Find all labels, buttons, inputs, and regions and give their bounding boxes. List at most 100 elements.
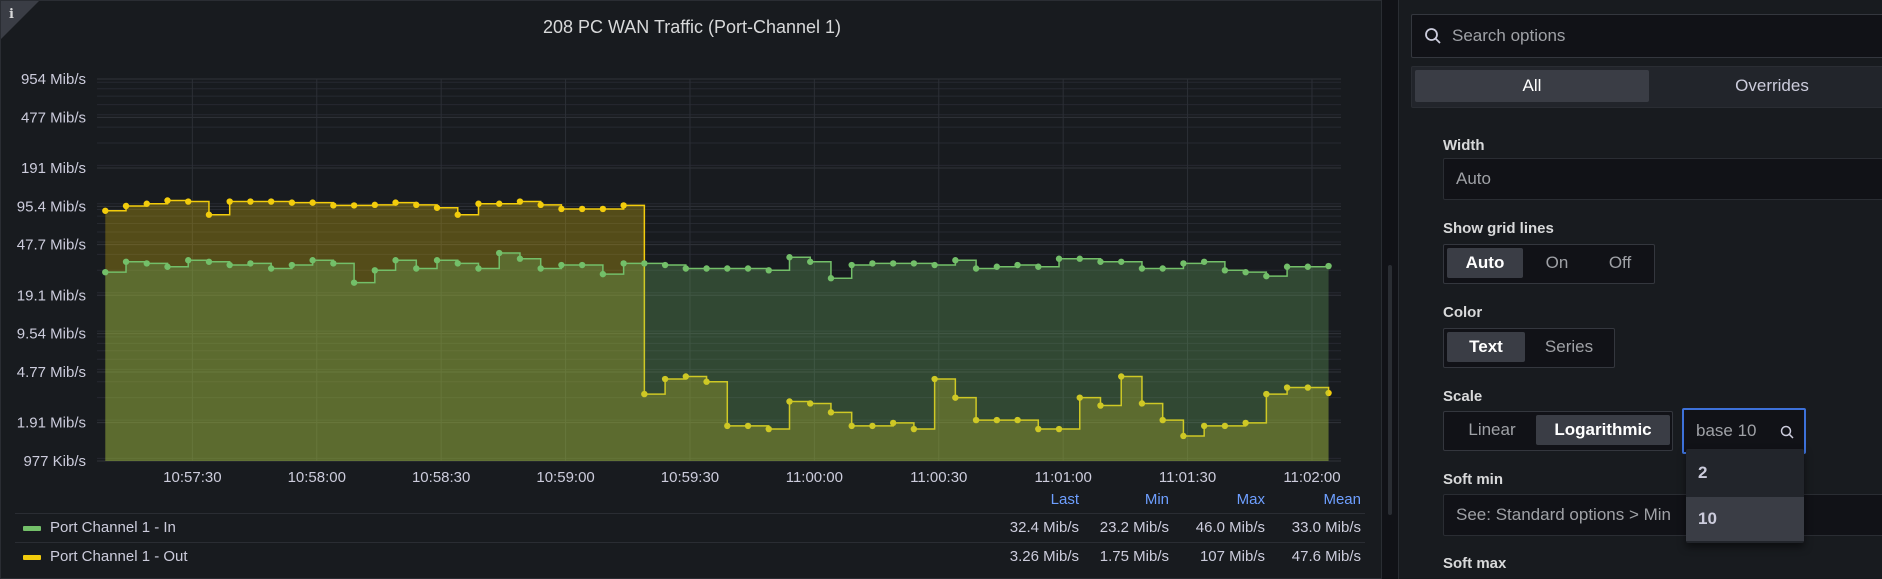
scale-option-logarithmic[interactable]: Logarithmic — [1536, 415, 1670, 445]
legend-series-name[interactable]: Port Channel 1 - In — [50, 519, 176, 536]
series-point — [122, 202, 130, 210]
timeseries-chart[interactable]: 954 Mib/s 477 Mib/s 191 Mib/s 95.4 Mib/s 47.… — [1, 1, 1383, 491]
panel-info-corner[interactable] — [1, 1, 39, 39]
legend-row-out[interactable]: Port Channel 1 - Out 3.26 Mib/s 1.75 Mib… — [15, 542, 1365, 571]
legend-header-max[interactable]: Max — [1236, 491, 1265, 508]
series-point — [1055, 425, 1063, 433]
x-tick-label: 11:02:00 — [1283, 469, 1340, 486]
series-point — [807, 258, 814, 265]
series-point — [620, 260, 627, 267]
series-point — [309, 199, 316, 206]
series-point — [993, 416, 1001, 424]
series-point — [682, 265, 690, 272]
options-pane: Search options All Overrides Width Auto … — [1398, 0, 1882, 579]
series-point — [205, 211, 213, 218]
scale-option-linear[interactable]: Linear — [1468, 420, 1516, 439]
search-options-input[interactable]: Search options — [1411, 14, 1882, 58]
legend-swatch-in[interactable] — [23, 526, 41, 531]
series-point — [1242, 268, 1249, 276]
grid-option-on[interactable]: On — [1545, 253, 1569, 272]
series-point — [889, 419, 897, 427]
series-point — [703, 378, 710, 385]
color-option-series[interactable]: Series — [1544, 337, 1594, 356]
legend-row-in[interactable]: Port Channel 1 - In 32.4 Mib/s 23.2 Mib/… — [15, 513, 1365, 542]
series-point — [1118, 258, 1125, 265]
series-point — [309, 257, 316, 264]
series-point — [1076, 394, 1083, 401]
log-base-select[interactable]: base 10 — [1682, 408, 1806, 454]
legend-value-min: 1.75 Mib/s — [1099, 548, 1169, 565]
x-tick-label: 10:59:30 — [661, 469, 719, 486]
series-point — [475, 200, 482, 207]
series-point — [1304, 263, 1312, 270]
search-icon — [1780, 425, 1794, 439]
series-point — [1180, 432, 1187, 440]
series-point — [267, 198, 275, 205]
series-point — [371, 267, 379, 274]
series-point — [744, 265, 752, 272]
legend-swatch-out[interactable] — [23, 555, 41, 560]
series-point — [433, 257, 441, 264]
soft-min-input[interactable]: See: Standard options > Min — [1443, 494, 1882, 536]
color-label: Color — [1443, 304, 1483, 321]
legend-header-last[interactable]: Last — [1050, 491, 1079, 508]
tab-all[interactable]: All — [1415, 70, 1649, 102]
series-point — [537, 201, 544, 209]
series-point — [848, 261, 855, 269]
grid-option-off[interactable]: Off — [1608, 253, 1632, 272]
width-input[interactable]: Auto — [1443, 158, 1882, 200]
series-point — [1076, 255, 1083, 262]
tab-overrides[interactable]: Overrides — [1735, 76, 1809, 95]
grid-option-auto[interactable]: Auto — [1447, 248, 1523, 278]
panel-scrollbar[interactable] — [1388, 265, 1392, 515]
series-point — [454, 211, 461, 218]
series-point — [1097, 402, 1104, 409]
series-point — [910, 260, 918, 267]
log-base-option-10[interactable]: 10 — [1686, 497, 1804, 541]
color-option-text[interactable]: Text — [1447, 332, 1525, 362]
scale-label: Scale — [1443, 388, 1483, 405]
series-point — [641, 260, 648, 267]
x-tick-label: 10:58:30 — [412, 469, 470, 486]
series-point — [247, 260, 254, 267]
series-point — [1180, 260, 1187, 267]
width-value: Auto — [1456, 169, 1491, 188]
series-point — [164, 263, 171, 270]
series-point — [475, 265, 482, 272]
x-tick-label: 11:00:00 — [786, 469, 843, 486]
series-point — [143, 200, 150, 207]
legend-value-mean: 47.6 Mib/s — [1291, 548, 1361, 565]
series-point — [1035, 425, 1042, 433]
series-point — [1325, 262, 1332, 270]
x-tick-label: 10:58:00 — [288, 469, 346, 486]
series-point — [682, 373, 690, 380]
soft-min-label: Soft min — [1443, 471, 1503, 488]
log-base-option-2[interactable]: 2 — [1686, 451, 1804, 495]
panel-title[interactable]: 208 PC WAN Traffic (Port-Channel 1) — [542, 17, 842, 37]
legend-header-min[interactable]: Min — [1144, 491, 1169, 508]
series-point — [1138, 400, 1146, 407]
series-point — [869, 422, 876, 430]
soft-max-label: Soft max — [1443, 555, 1507, 572]
series-point — [807, 400, 814, 407]
search-placeholder: Search options — [1452, 26, 1566, 45]
legend-header-mean[interactable]: Mean — [1323, 491, 1361, 508]
y-tick-label: 954 Mib/s — [21, 71, 86, 88]
series-point — [1283, 384, 1291, 391]
series-point — [330, 260, 337, 267]
series-point — [724, 422, 731, 430]
y-tick-label: 477 Mib/s — [21, 109, 86, 126]
info-icon[interactable]: i — [9, 7, 14, 22]
series-point — [164, 197, 171, 204]
series-point — [185, 198, 192, 205]
series-point — [1055, 255, 1063, 262]
legend-series-name[interactable]: Port Channel 1 - Out — [50, 548, 188, 565]
series-point — [392, 257, 399, 264]
series-point — [496, 249, 503, 257]
grid-lines-label: Show grid lines — [1443, 220, 1554, 237]
x-tick-label: 11:01:00 — [1035, 469, 1092, 486]
scale-radio-group: Linear Logarithmic — [1443, 411, 1673, 451]
series-point — [786, 398, 793, 405]
series-area — [105, 253, 1329, 461]
options-tabs: All Overrides — [1411, 66, 1882, 108]
